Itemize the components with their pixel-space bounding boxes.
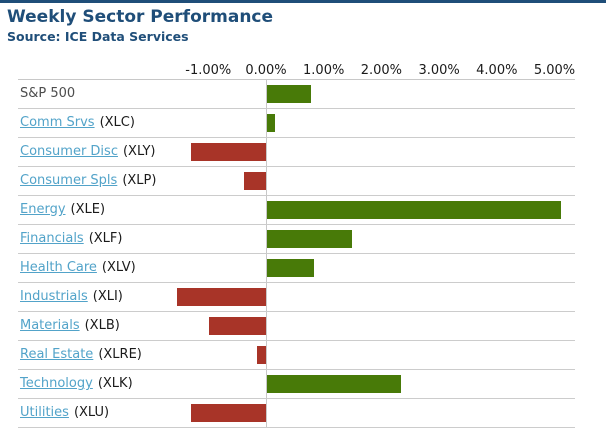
sector-row: Consumer Spls (XLP)	[18, 167, 575, 196]
sector-bar	[244, 172, 266, 190]
source-caption: Source: ICE Data Services	[7, 29, 189, 44]
x-axis-tick-label: -1.00%	[185, 63, 232, 78]
sector-label-group: Consumer Spls (XLP)	[20, 167, 156, 195]
sector-ticker: (XLI)	[92, 289, 123, 304]
x-axis-tick-label: 3.00%	[418, 63, 460, 78]
sector-label: S&P 500	[20, 86, 76, 101]
sector-bar	[267, 230, 352, 248]
chart-rows: S&P 500 Comm Srvs (XLC) Consumer Disc (XLY) C…	[18, 80, 575, 428]
sector-ticker: (XLC)	[99, 115, 135, 130]
sector-ticker: (XLF)	[88, 231, 123, 246]
sector-label-group: Materials (XLB)	[20, 312, 120, 340]
sector-bar	[177, 288, 266, 306]
sector-label-group: Technology (XLK)	[20, 370, 133, 398]
sector-link[interactable]: Technology	[20, 376, 93, 391]
x-axis-tick-label: 0.00%	[245, 63, 287, 78]
sector-bar	[191, 404, 266, 422]
sector-ticker: (XLK)	[97, 376, 133, 391]
sector-row: S&P 500	[18, 80, 575, 109]
sector-link[interactable]: Energy	[20, 202, 66, 217]
sector-label-group: Health Care (XLV)	[20, 254, 136, 282]
sector-bar	[191, 143, 266, 161]
x-axis-tick-label: 1.00%	[303, 63, 345, 78]
sector-row: Health Care (XLV)	[18, 254, 575, 283]
sector-ticker: (XLV)	[101, 260, 136, 275]
sector-label-group: Financials (XLF)	[20, 225, 122, 253]
x-axis-tick-label: 5.00%	[533, 63, 576, 78]
sector-label-group: Energy (XLE)	[20, 196, 105, 224]
sector-row: Financials (XLF)	[18, 225, 575, 254]
sector-row: Energy (XLE)	[18, 196, 575, 225]
sector-link[interactable]: Materials	[20, 318, 80, 333]
sector-bar	[267, 114, 275, 132]
sector-bar	[267, 375, 401, 393]
sector-label-group: Real Estate (XLRE)	[20, 341, 142, 369]
sector-ticker: (XLE)	[70, 202, 106, 217]
sector-bar	[257, 346, 266, 364]
sector-row: Real Estate (XLRE)	[18, 341, 575, 370]
sector-bar	[209, 317, 266, 335]
sector-row: Consumer Disc (XLY)	[18, 138, 575, 167]
sector-label-group: Comm Srvs (XLC)	[20, 109, 135, 137]
sector-link[interactable]: Industrials	[20, 289, 88, 304]
sector-label-group: Consumer Disc (XLY)	[20, 138, 155, 166]
sector-ticker: (XLU)	[73, 405, 110, 420]
sector-link[interactable]: Real Estate	[20, 347, 94, 362]
sector-link[interactable]: Consumer Disc	[20, 144, 118, 159]
sector-link[interactable]: Utilities	[20, 405, 69, 420]
sector-row: Materials (XLB)	[18, 312, 575, 341]
sector-row: Technology (XLK)	[18, 370, 575, 399]
sector-label-group: Industrials (XLI)	[20, 283, 123, 311]
sector-label-group: S&P 500	[20, 80, 75, 108]
sector-label-group: Utilities (XLU)	[20, 399, 109, 427]
x-axis-tick-label: 2.00%	[360, 63, 403, 78]
sector-bar	[267, 259, 314, 277]
page-title: Weekly Sector Performance	[7, 7, 274, 27]
sector-link[interactable]: Financials	[20, 231, 84, 246]
x-axis-line	[18, 79, 575, 80]
sector-ticker: (XLP)	[122, 173, 157, 188]
sector-row: Comm Srvs (XLC)	[18, 109, 575, 138]
sector-link[interactable]: Health Care	[20, 260, 97, 275]
x-axis-tick-label: 4.00%	[476, 63, 518, 78]
sector-ticker: (XLB)	[84, 318, 120, 333]
sector-row: Industrials (XLI)	[18, 283, 575, 312]
sector-ticker: (XLY)	[122, 144, 156, 159]
sector-ticker: (XLRE)	[98, 347, 142, 362]
sector-bar	[267, 85, 311, 103]
sector-link[interactable]: Comm Srvs	[20, 115, 95, 130]
sector-link[interactable]: Consumer Spls	[20, 173, 118, 188]
x-axis-ticks: -1.00% 0.00% 1.00% 2.00% 3.00% 4.00% 5.00%	[0, 63, 606, 79]
sector-bar	[267, 201, 561, 219]
sector-row: Utilities (XLU)	[18, 399, 575, 428]
top-border	[0, 0, 606, 3]
